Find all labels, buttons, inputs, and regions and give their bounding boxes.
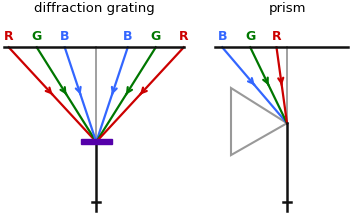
Text: prism: prism <box>268 2 306 15</box>
Bar <box>80 139 112 144</box>
Text: R: R <box>4 30 14 43</box>
Text: R: R <box>272 30 281 43</box>
Text: G: G <box>32 30 42 43</box>
Text: B: B <box>217 30 227 43</box>
Text: R: R <box>179 30 189 43</box>
Text: B: B <box>123 30 133 43</box>
Text: diffraction grating: diffraction grating <box>34 2 155 15</box>
Text: B: B <box>60 30 70 43</box>
Polygon shape <box>231 88 287 155</box>
Text: G: G <box>150 30 161 43</box>
Text: G: G <box>245 30 255 43</box>
